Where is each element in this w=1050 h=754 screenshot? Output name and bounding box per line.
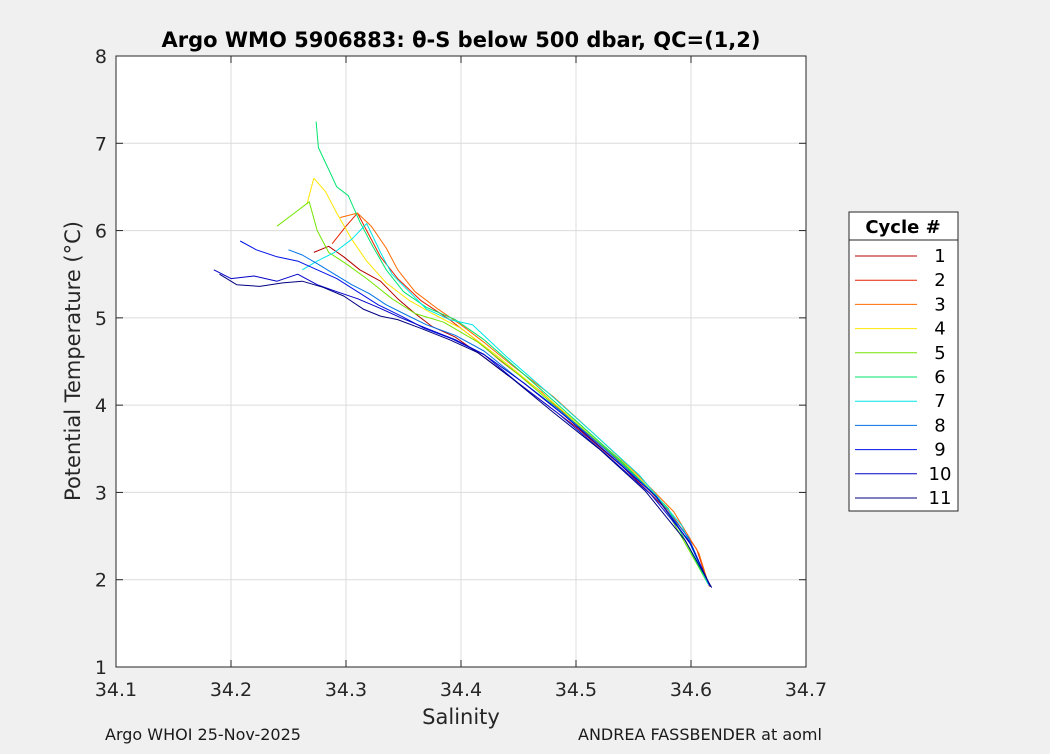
footer-operator: ANDREA FASSBENDER at aoml <box>578 725 822 744</box>
series-layer <box>213 121 713 588</box>
x-tick-label: 34.1 <box>95 679 137 701</box>
legend-label-cycle-11: 11 <box>929 488 952 509</box>
legend-label-cycle-2: 2 <box>934 270 945 291</box>
footer-source: Argo WHOI 25-Nov-2025 <box>105 725 301 744</box>
series-line-cycle-11 <box>219 273 713 588</box>
y-tick-label: 1 <box>95 657 107 679</box>
series-line-cycle-10 <box>213 269 711 587</box>
series-line-cycle-6 <box>315 121 709 585</box>
x-tick-label: 34.3 <box>325 679 367 701</box>
legend-label-cycle-5: 5 <box>934 343 945 364</box>
y-tick-label: 8 <box>95 46 107 68</box>
legend-label-cycle-4: 4 <box>934 319 945 340</box>
y-tick-label: 3 <box>95 482 107 504</box>
x-tick-label: 34.7 <box>785 679 827 701</box>
legend-label-cycle-3: 3 <box>934 294 945 315</box>
y-tick-label: 4 <box>95 395 107 417</box>
legend-label-cycle-10: 10 <box>929 464 952 485</box>
chart-title: Argo WMO 5906883: θ-S below 500 dbar, QC… <box>162 28 761 52</box>
legend-label-cycle-6: 6 <box>934 367 945 388</box>
x-tick-label: 34.6 <box>670 679 712 701</box>
x-axis-label: Salinity <box>422 705 500 729</box>
y-tick-label: 2 <box>95 570 107 592</box>
tick-labels: 34.1 34.2 34.3 34.4 34.5 34.6 34.7 1 2 3 4 5 6 7 8 <box>95 46 827 701</box>
legend-box <box>848 211 959 512</box>
legend: Cycle # 1 2 3 4 5 6 7 8 9 10 11 <box>848 211 959 512</box>
series-line-cycle-1 <box>313 245 706 576</box>
series-line-cycle-7 <box>302 223 709 585</box>
x-tick-label: 34.5 <box>555 679 597 701</box>
legend-entries: 1 2 3 4 5 6 7 8 9 10 11 <box>855 246 951 509</box>
legend-label-cycle-1: 1 <box>934 246 945 267</box>
y-tick-label: 7 <box>95 133 107 155</box>
legend-title: Cycle # <box>865 217 940 238</box>
y-tick-label: 6 <box>95 221 107 243</box>
plot-frame <box>115 55 807 668</box>
x-tick-label: 34.4 <box>440 679 482 701</box>
legend-label-cycle-8: 8 <box>934 415 945 436</box>
series-line-cycle-3 <box>340 212 710 587</box>
series-line-cycle-8 <box>288 249 710 586</box>
y-axis-label: Potential Temperature (°C) <box>61 221 85 501</box>
series-line-cycle-5 <box>276 201 709 585</box>
x-tick-label: 34.2 <box>210 679 252 701</box>
legend-label-cycle-9: 9 <box>934 440 945 461</box>
legend-label-cycle-7: 7 <box>934 391 945 412</box>
y-tick-label: 5 <box>95 308 107 330</box>
